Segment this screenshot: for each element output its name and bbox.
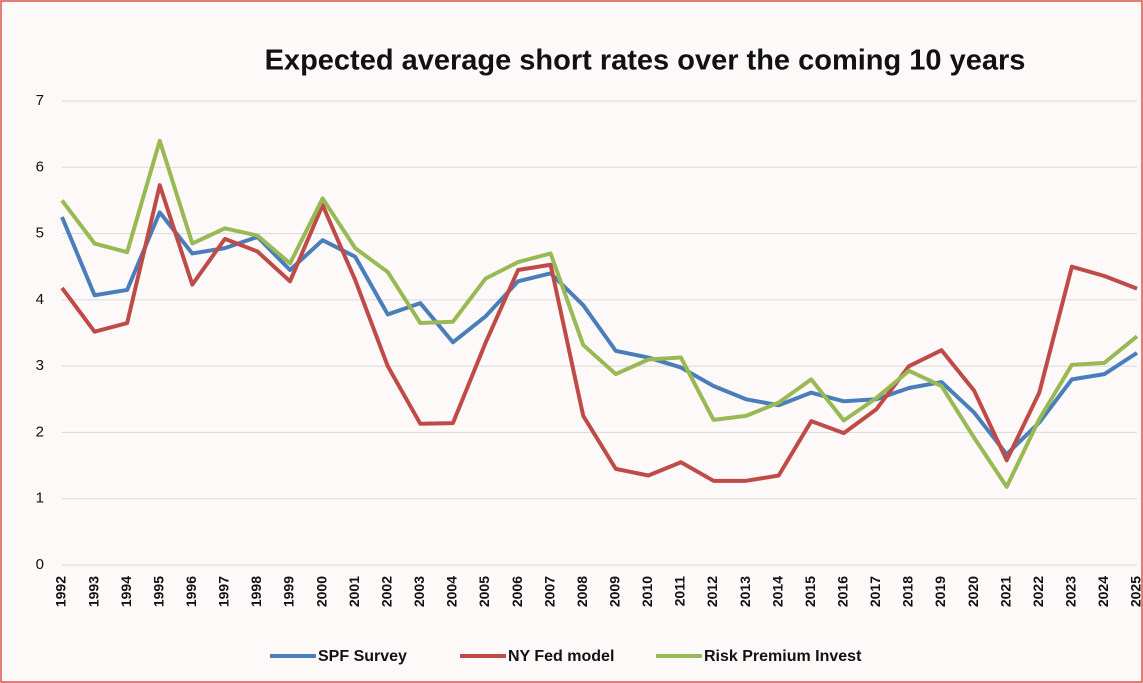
x-tick-label: 1997 bbox=[216, 576, 232, 607]
x-tick-label: 2008 bbox=[574, 576, 590, 607]
x-tick-label: 2006 bbox=[509, 576, 525, 607]
series-line bbox=[60, 210, 1139, 457]
legend-label: NY Fed model bbox=[508, 648, 614, 665]
x-tick-label: 2003 bbox=[411, 576, 427, 607]
x-tick-label: 1996 bbox=[183, 576, 199, 607]
x-tick-label: 2002 bbox=[378, 576, 394, 607]
x-tick-label: 1992 bbox=[53, 576, 69, 607]
y-tick-label: 5 bbox=[36, 225, 44, 242]
x-tick-label: 1998 bbox=[248, 576, 264, 607]
legend-label: Risk Premium Invest bbox=[704, 648, 862, 665]
x-tick-label: 2020 bbox=[965, 576, 981, 607]
x-tick-label: 2000 bbox=[313, 576, 329, 607]
chart-title: Expected average short rates over the co… bbox=[265, 45, 1026, 77]
x-tick-label: 1994 bbox=[118, 576, 134, 607]
y-tick-label: 0 bbox=[36, 556, 44, 573]
x-tick-label: 2001 bbox=[346, 576, 362, 607]
x-tick-label: 2012 bbox=[704, 576, 720, 607]
x-tick-label: 2025 bbox=[1128, 576, 1143, 607]
y-tick-label: 6 bbox=[36, 158, 44, 175]
x-tick-label: 2004 bbox=[444, 576, 460, 607]
x-tick-label: 2015 bbox=[802, 576, 818, 607]
x-tick-label: 2021 bbox=[997, 576, 1013, 607]
x-tick-label: 2018 bbox=[900, 576, 916, 607]
x-tick-label: 2007 bbox=[541, 576, 557, 607]
y-tick-label: 3 bbox=[36, 357, 44, 374]
x-tick-label: 2022 bbox=[1030, 576, 1046, 607]
x-tick-label: 1999 bbox=[281, 576, 297, 607]
x-tick-label: 2023 bbox=[1063, 576, 1079, 607]
x-tick-label: 2017 bbox=[867, 576, 883, 607]
x-tick-label: 2013 bbox=[737, 576, 753, 607]
x-tick-label: 2016 bbox=[835, 576, 851, 607]
y-tick-label: 7 bbox=[36, 92, 44, 109]
y-tick-label: 1 bbox=[36, 490, 44, 507]
series-line bbox=[60, 138, 1139, 489]
x-tick-label: 2005 bbox=[476, 576, 492, 607]
x-tick-label: 2019 bbox=[932, 576, 948, 607]
x-tick-label: 1995 bbox=[150, 576, 166, 607]
x-tick-label: 2011 bbox=[672, 576, 688, 607]
legend-label: SPF Survey bbox=[318, 648, 407, 665]
y-tick-label: 4 bbox=[36, 291, 44, 308]
x-tick-label: 2024 bbox=[1095, 576, 1111, 607]
x-tick-label: 2010 bbox=[639, 576, 655, 607]
x-tick-label: 1993 bbox=[85, 576, 101, 607]
x-tick-label: 2014 bbox=[769, 576, 785, 607]
series-line bbox=[60, 183, 1138, 483]
x-tick-label: 2009 bbox=[606, 576, 622, 607]
y-tick-label: 2 bbox=[36, 423, 44, 440]
